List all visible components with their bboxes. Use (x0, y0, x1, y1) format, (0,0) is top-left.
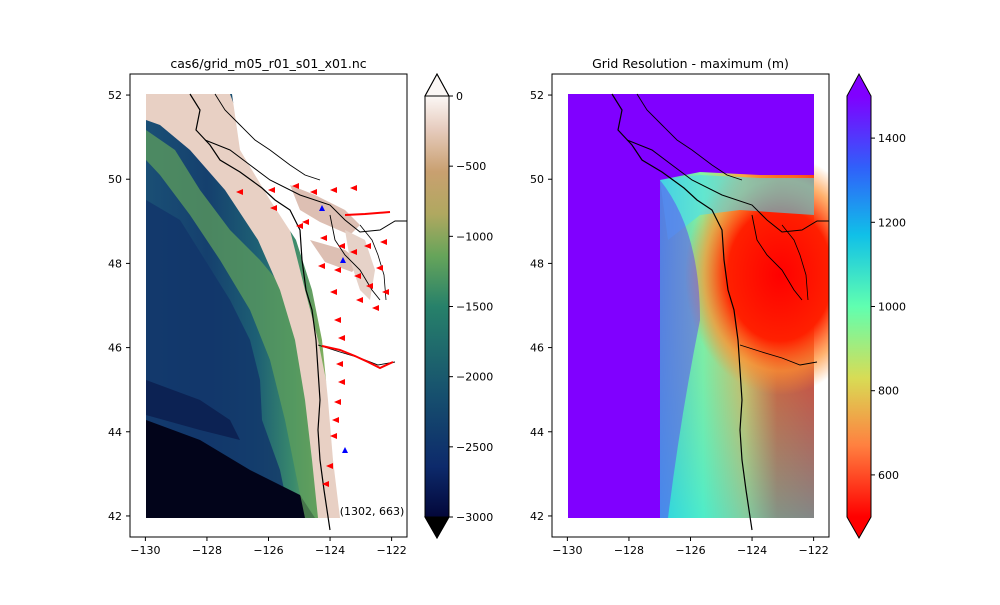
right-map-panel: Grid Resolution - maximum (m) −130 −128 −1… (530, 56, 875, 557)
colorbar-tick-label: 800 (878, 385, 899, 398)
x-tick-label: −122 (799, 544, 829, 557)
y-tick-label: 44 (108, 426, 122, 439)
colorbar-tick-label: 1200 (878, 216, 906, 229)
left-chart-title: cas6/grid_m05_r01_s01_x01.nc (170, 56, 366, 71)
colorbar-tick-label: 600 (878, 469, 899, 482)
colorbar-tick-label: −3000 (456, 511, 493, 524)
x-tick-label: −128 (192, 544, 222, 557)
x-tick-label: −130 (130, 544, 160, 557)
x-tick-label: −124 (737, 544, 767, 557)
colorbar-tick-label: −2500 (456, 441, 493, 454)
y-tick-label: 48 (530, 257, 544, 270)
y-tick-label: 48 (108, 257, 122, 270)
x-tick-label: −130 (552, 544, 582, 557)
colorbar-tick-label: −500 (456, 160, 486, 173)
y-tick-label: 52 (108, 89, 122, 102)
left-colorbar: 0 −500 −1000 −1500 −2000 −2500 −3000 (425, 74, 493, 538)
colorbar-tick-label: −1000 (456, 230, 493, 243)
right-colorbar: 600 800 1000 1200 1400 (847, 74, 906, 538)
colorbar-tick-label: −2000 (456, 371, 493, 384)
grid-size-annotation: (1302, 663) (340, 505, 405, 518)
y-tick-label: 46 (108, 342, 122, 355)
colorbar-tick-label: −1500 (456, 301, 493, 314)
colorbar-tick-label: 0 (456, 90, 463, 103)
colorbar-tick-label: 1000 (878, 301, 906, 314)
bathymetry-field (146, 94, 392, 518)
y-tick-label: 44 (530, 426, 544, 439)
y-tick-label: 42 (108, 510, 122, 523)
x-tick-label: −122 (377, 544, 407, 557)
y-tick-label: 46 (530, 342, 544, 355)
left-map-panel: cas6/grid_m05_r01_s01_x01.nc (1302, 663)… (108, 56, 407, 557)
colorbar-tick-label: 1400 (878, 132, 906, 145)
x-tick-label: −128 (614, 544, 644, 557)
y-tick-label: 52 (530, 89, 544, 102)
y-tick-label: 42 (530, 510, 544, 523)
x-tick-label: −126 (675, 544, 705, 557)
y-tick-label: 50 (108, 173, 122, 186)
x-tick-label: −124 (315, 544, 345, 557)
y-tick-label: 50 (530, 173, 544, 186)
right-chart-title: Grid Resolution - maximum (m) (592, 56, 789, 71)
x-tick-label: −126 (253, 544, 283, 557)
